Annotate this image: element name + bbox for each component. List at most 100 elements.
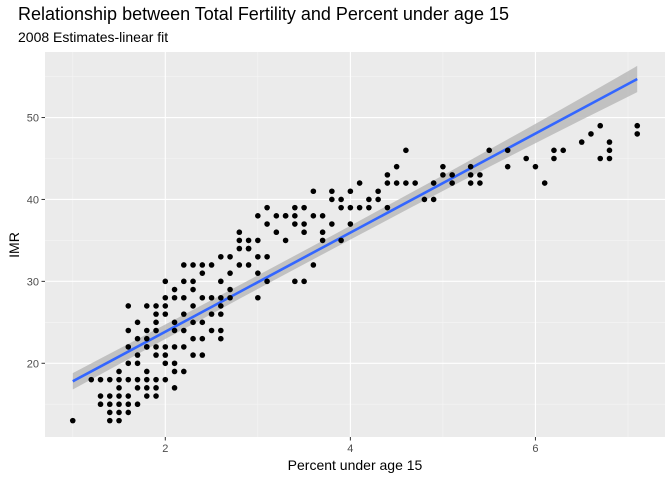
data-point — [134, 376, 141, 383]
data-point — [440, 163, 446, 170]
data-point — [218, 294, 224, 301]
x-tick-label: 6 — [532, 443, 538, 455]
data-point — [606, 155, 613, 162]
data-point — [255, 237, 261, 244]
data-point — [218, 253, 224, 260]
data-point — [134, 385, 141, 391]
data-point — [106, 417, 113, 424]
data-point — [171, 368, 178, 375]
data-point — [97, 393, 104, 399]
data-point — [171, 319, 178, 326]
data-point — [208, 262, 215, 268]
data-point — [403, 147, 409, 154]
data-point — [162, 294, 169, 301]
data-point — [393, 180, 400, 186]
data-point — [171, 344, 178, 350]
data-point — [245, 262, 252, 268]
data-point — [310, 188, 317, 195]
data-point — [532, 163, 539, 170]
data-point — [541, 180, 548, 186]
data-point — [430, 196, 437, 203]
data-point — [116, 401, 122, 408]
data-point — [366, 204, 372, 211]
data-point — [606, 147, 613, 154]
x-axis-ticks: 2 4 6 — [162, 437, 539, 455]
data-point — [208, 294, 215, 301]
data-point — [153, 385, 159, 391]
confidence-band-layer — [72, 65, 638, 390]
fit-line — [72, 77, 638, 383]
data-point — [125, 344, 132, 350]
data-point — [384, 172, 391, 178]
data-point — [245, 237, 252, 244]
data-point — [116, 409, 122, 416]
data-point — [97, 376, 104, 383]
data-point — [134, 360, 141, 367]
data-point — [190, 319, 196, 326]
data-point — [181, 294, 187, 301]
data-point — [143, 335, 150, 342]
data-point — [551, 147, 557, 154]
data-point — [440, 172, 446, 178]
points-layer — [69, 122, 641, 424]
data-point — [338, 196, 344, 203]
data-point — [301, 278, 307, 285]
x-tick-label: 4 — [347, 443, 353, 455]
y-axis-ticks: 20 30 40 50 — [27, 113, 45, 370]
data-point — [116, 368, 122, 375]
data-point — [273, 229, 280, 236]
data-point — [125, 303, 132, 309]
data-point — [199, 270, 206, 276]
data-point — [634, 122, 641, 129]
data-point — [125, 376, 132, 383]
data-point — [106, 409, 113, 416]
data-point — [171, 327, 178, 334]
data-point — [199, 335, 206, 342]
data-point — [292, 221, 298, 227]
data-point — [106, 376, 113, 383]
data-point — [153, 352, 159, 358]
data-point — [143, 303, 150, 309]
chart-title: Relationship between Total Fertility and… — [18, 4, 509, 24]
data-point — [162, 352, 169, 358]
data-point — [634, 131, 641, 137]
data-point — [125, 327, 132, 334]
data-point — [523, 155, 529, 162]
data-point — [366, 196, 372, 203]
data-point — [153, 393, 159, 399]
data-point — [199, 294, 206, 301]
data-point — [236, 237, 243, 244]
data-point — [171, 294, 178, 301]
data-point — [227, 253, 233, 260]
data-point — [578, 139, 585, 145]
data-point — [125, 360, 132, 367]
data-point — [181, 262, 187, 268]
data-point — [153, 311, 159, 317]
data-point — [273, 213, 280, 219]
data-point — [255, 270, 261, 276]
data-point — [504, 147, 511, 154]
data-point — [597, 122, 604, 129]
data-point — [282, 213, 289, 219]
data-point — [347, 204, 354, 211]
data-point — [319, 229, 326, 236]
data-point — [181, 344, 187, 350]
data-point — [310, 213, 317, 219]
data-point — [143, 393, 150, 399]
data-point — [143, 368, 150, 375]
data-point — [338, 237, 344, 244]
data-point — [199, 319, 206, 326]
data-point — [134, 352, 141, 358]
data-point — [199, 262, 206, 268]
data-point — [329, 221, 335, 227]
data-point — [143, 376, 150, 383]
data-point — [218, 335, 224, 342]
data-point — [227, 286, 233, 293]
data-point — [477, 180, 483, 186]
data-point — [236, 229, 243, 236]
data-point — [190, 335, 196, 342]
data-point — [255, 213, 261, 219]
data-point — [88, 376, 95, 383]
data-point — [393, 163, 400, 170]
